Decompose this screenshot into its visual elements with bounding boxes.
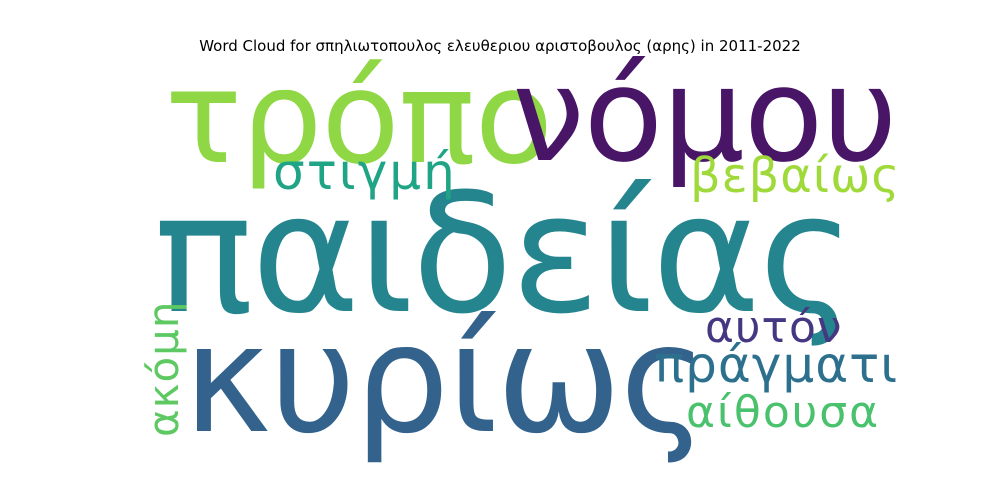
word-vevaios: βεβαίως	[690, 148, 901, 204]
chart-title: Word Cloud for σπηλιωτοπουλος ελευθεριου…	[199, 37, 801, 55]
word-pragmati: πράγματι	[654, 336, 899, 394]
word-aithousa: αίθουσα	[686, 387, 881, 438]
word-kyrios: κυρίως	[183, 293, 708, 467]
word-tropo: τρόπο	[165, 44, 553, 193]
word-paideias: παιδείας	[154, 158, 856, 350]
word-nomou: νόμου	[512, 39, 898, 191]
word-akomi: ακόμη	[139, 300, 188, 437]
word-stigmi: στιγμή	[273, 143, 457, 201]
word-afton: αυτόν	[705, 302, 843, 353]
